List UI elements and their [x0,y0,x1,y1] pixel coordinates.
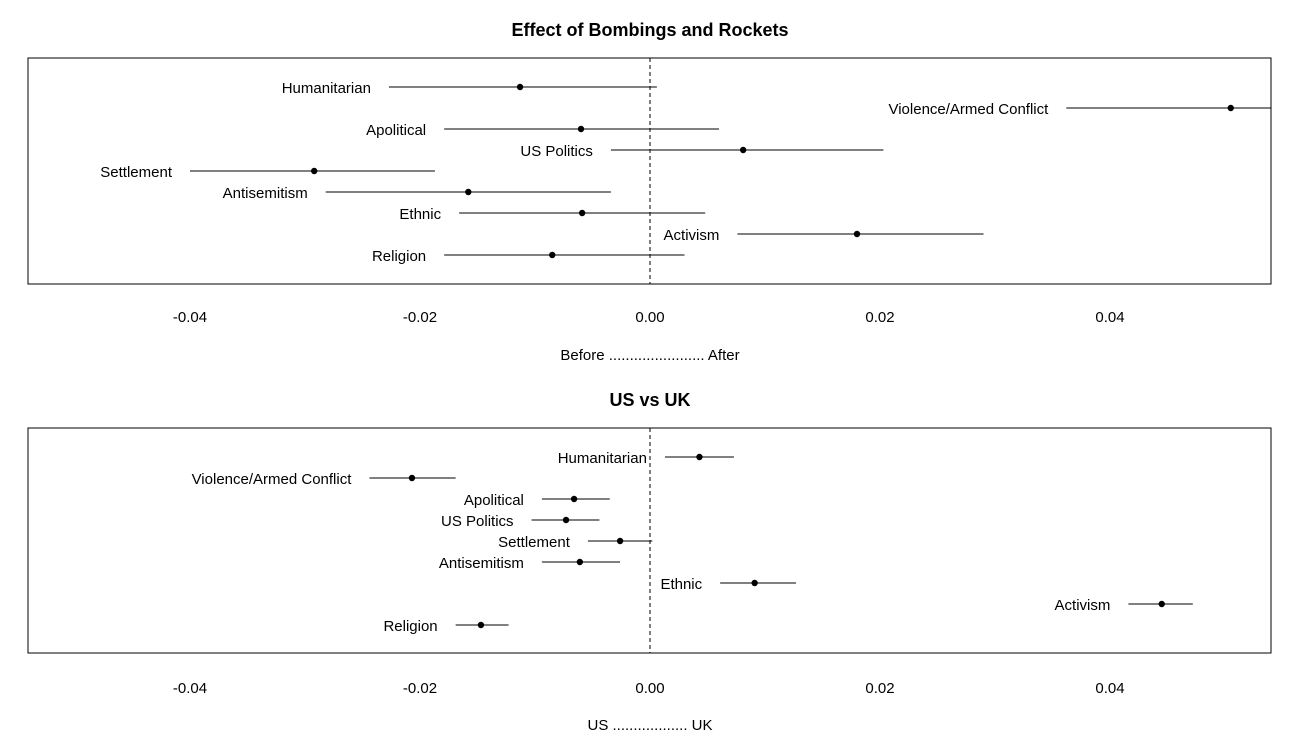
category-label: Settlement [498,534,571,551]
x-axis-label: US .................. UK [587,717,712,734]
chart-title: US vs UK [609,390,690,410]
category-label: Apolitical [464,492,524,509]
category-label: Religion [383,618,437,635]
chart-title: Effect of Bombings and Rockets [511,20,788,40]
point-estimate [1158,600,1165,608]
x-tick-label: 0.02 [865,680,894,697]
point-estimate [577,125,585,133]
category-label: Violence/Armed Conflict [888,101,1049,118]
point-estimate [751,579,758,587]
point-estimate [578,209,586,217]
category-label: Humanitarian [558,450,647,467]
x-tick-label: -0.02 [403,680,437,697]
point-estimate [477,621,485,629]
category-label: US Politics [441,513,514,530]
x-tick-label: -0.04 [173,309,207,326]
x-tick-label: 0.00 [635,309,664,326]
point-estimate [616,537,624,545]
x-tick-label: 0.00 [635,680,664,697]
category-label: Antisemitism [223,185,308,202]
category-label: Apolitical [366,122,426,139]
category-label: Ethnic [660,576,702,593]
x-tick-label: 0.04 [1095,309,1124,326]
point-estimate [696,453,703,461]
category-label: Activism [664,227,720,244]
x-tick-label: 0.04 [1095,680,1124,697]
point-estimate [408,474,416,482]
x-tick-label: -0.02 [403,309,437,326]
point-estimate [739,146,747,154]
x-tick-label: -0.04 [173,680,207,697]
x-tick-label: 0.02 [865,309,894,326]
category-label: Religion [372,248,426,265]
point-estimate [570,495,578,503]
point-estimate [311,167,318,175]
category-label: Humanitarian [282,80,371,97]
point-estimate [465,188,472,196]
x-axis-label: Before ....................... After [560,347,739,364]
category-label: Ethnic [399,206,441,223]
point-estimate [853,230,861,238]
category-label: US Politics [520,143,593,160]
point-estimate [516,83,524,91]
point-estimate [576,558,584,566]
category-label: Violence/Armed Conflict [192,471,353,488]
point-estimate [562,516,570,524]
category-label: Settlement [100,164,173,181]
category-label: Activism [1055,597,1111,614]
point-estimate [549,251,556,259]
point-estimate [1227,104,1234,112]
category-label: Antisemitism [439,555,524,572]
